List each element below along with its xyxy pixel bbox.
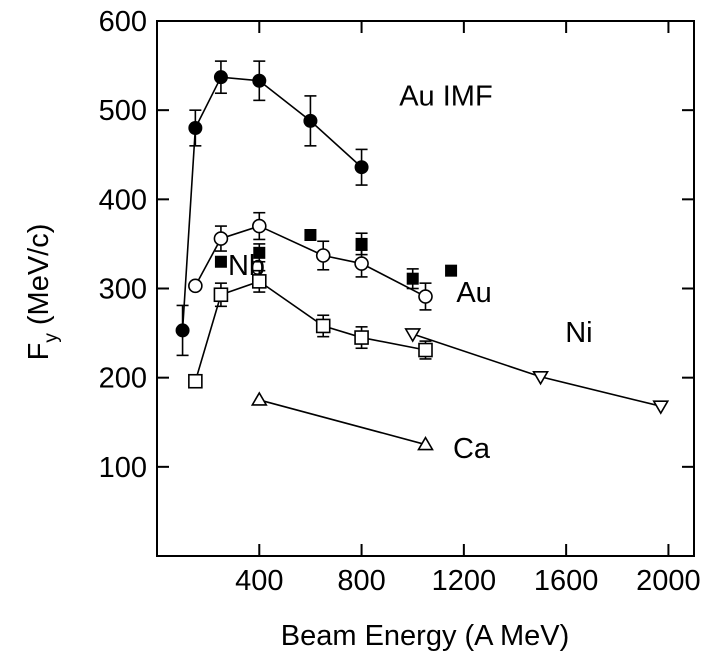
annotation-ca: Ca xyxy=(453,433,491,465)
axis-ticks: 400 800 1200 1600 2000 100 200 300 400 500 600 xyxy=(99,6,701,597)
data-point xyxy=(251,274,267,289)
series-nb xyxy=(188,269,433,389)
y-tick-label-100: 100 xyxy=(99,452,147,484)
x-tick-label-2000: 2000 xyxy=(636,565,701,597)
data-point xyxy=(213,70,228,85)
data-point xyxy=(251,218,267,234)
data-point xyxy=(445,264,458,277)
x-axis-label: Beam Energy (A MeV) xyxy=(281,620,570,652)
series-line xyxy=(194,280,426,382)
data-point xyxy=(417,435,434,451)
data-point xyxy=(213,287,229,303)
series-line xyxy=(181,76,363,331)
data-point xyxy=(404,328,422,343)
data-point xyxy=(188,373,203,389)
y-axis-label-sub: y xyxy=(41,333,62,343)
data-point xyxy=(355,237,368,250)
data-point xyxy=(303,113,318,128)
annotation-au-imf: Au IMF xyxy=(399,81,492,113)
x-tick-label-800: 800 xyxy=(337,565,385,597)
y-tick-label-600: 600 xyxy=(99,6,147,38)
annotation-au: Au xyxy=(456,277,491,309)
data-point xyxy=(406,272,419,285)
data-point xyxy=(354,330,369,345)
series-ca xyxy=(250,391,434,451)
series-line xyxy=(412,333,661,407)
data-point xyxy=(213,231,229,246)
y-axis-label: Fy (MeV/c) xyxy=(23,224,62,361)
data-point xyxy=(175,323,190,338)
series-layer xyxy=(175,60,670,451)
data-point xyxy=(214,255,227,268)
data-point xyxy=(188,278,203,294)
series-ni xyxy=(404,328,670,415)
data-point xyxy=(354,256,369,271)
data-point xyxy=(250,391,268,406)
data-point xyxy=(354,160,369,175)
y-tick-label-300: 300 xyxy=(99,274,147,306)
x-tick-label-1600: 1600 xyxy=(534,565,599,597)
data-point xyxy=(418,342,433,358)
annotation-ni: Ni xyxy=(565,317,592,349)
annotations: Au IMF Au Nb Ni Ca xyxy=(228,81,593,465)
series-line xyxy=(194,225,426,298)
data-point xyxy=(252,73,267,88)
x-tick-label-1200: 1200 xyxy=(432,565,497,597)
data-point xyxy=(253,246,266,259)
y-tick-label-200: 200 xyxy=(99,363,147,395)
series-au-imf xyxy=(175,60,369,357)
data-point xyxy=(315,248,331,263)
series-filled-square-points xyxy=(214,229,458,290)
data-point xyxy=(304,229,317,241)
data-point xyxy=(532,370,549,386)
data-point xyxy=(418,289,433,304)
data-point xyxy=(652,400,670,415)
y-tick-label-400: 400 xyxy=(99,184,147,216)
y-tick-label-500: 500 xyxy=(99,95,147,127)
series-line xyxy=(259,399,426,446)
annotation-nb: Nb xyxy=(228,250,265,282)
y-axis-label-rest: (MeV/c) xyxy=(23,224,55,334)
series-au xyxy=(188,211,433,311)
y-axis-label-main: F xyxy=(23,343,55,361)
data-point xyxy=(188,121,203,135)
data-point xyxy=(315,318,331,334)
x-tick-label-400: 400 xyxy=(235,565,283,597)
